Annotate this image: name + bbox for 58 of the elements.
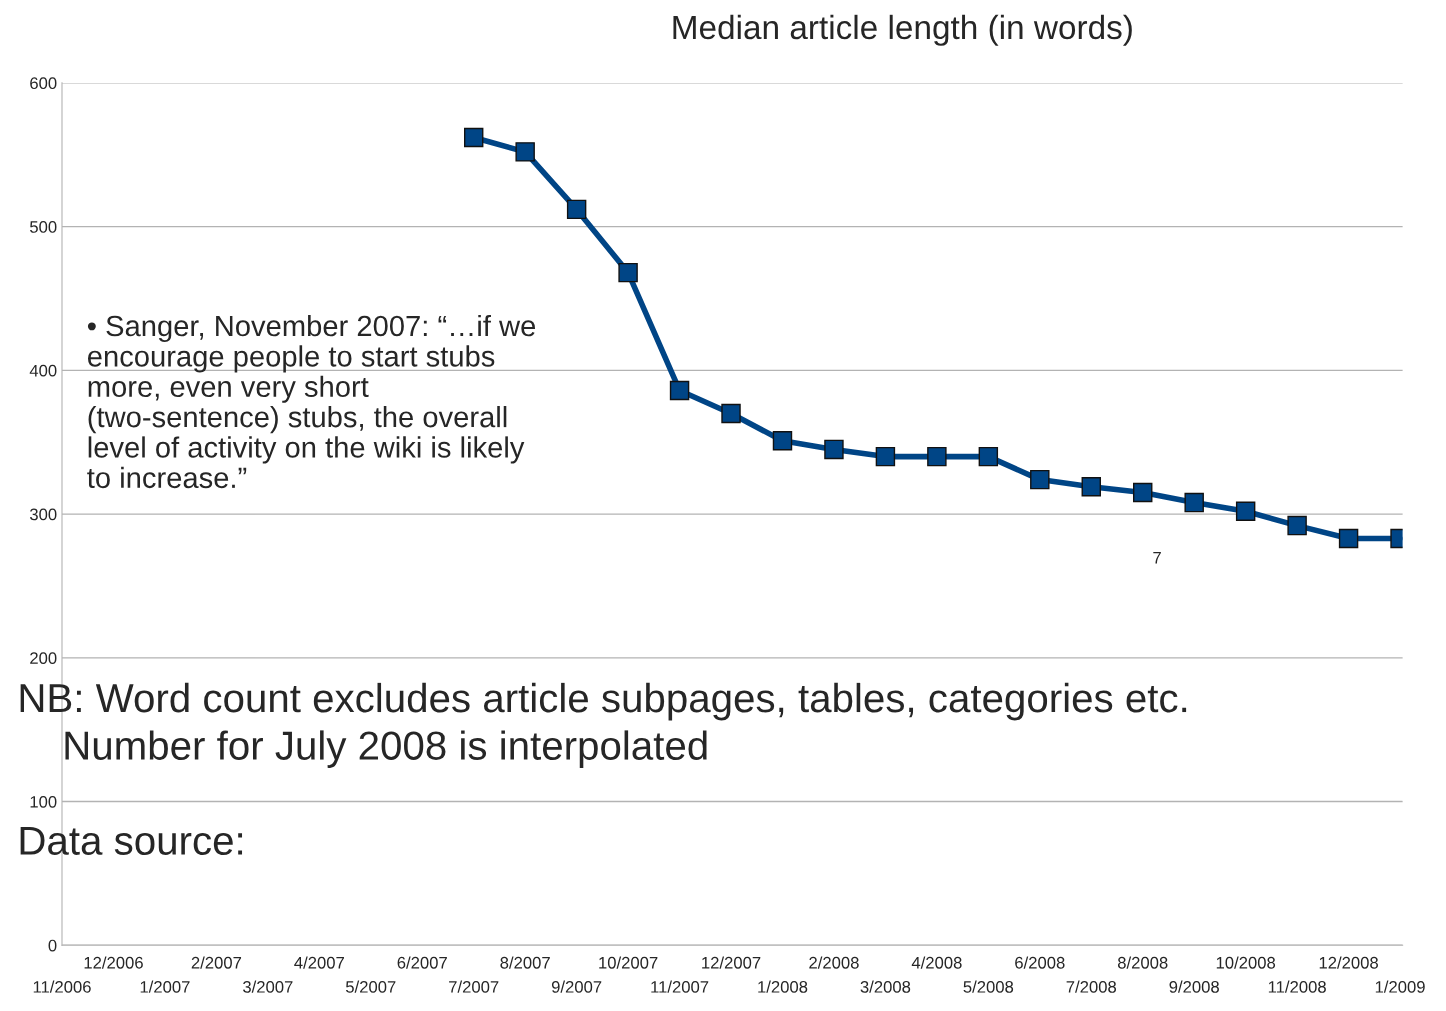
chart-title: Median article length (in words) (673, 14, 1132, 46)
x-tick-label: 11/2007 (651, 980, 709, 993)
annotation: • Sanger, November 2007: “…if we encourage people to start stubs more, even very short (two-sentence) stubs, the overall level of activity on the wiki is likely to increase.” (87, 314, 536, 489)
y-tick-label: 300 (29, 508, 57, 521)
annotation: Data source: (20, 826, 243, 855)
x-tick-label: 8/2008 (1117, 956, 1168, 969)
y-tick-label: 100 (30, 795, 57, 808)
x-tick-label: 10/2008 (1216, 956, 1276, 969)
x-tick-label: 11/2006 (33, 980, 91, 993)
x-tick-label: 9/2007 (551, 980, 602, 993)
point (566, 199, 587, 220)
x-tick-label: 8/2007 (500, 956, 550, 969)
x-tick-label: 1/2008 (758, 980, 808, 993)
point (1287, 515, 1307, 536)
y-tick-label: 600 (30, 77, 57, 90)
annotation: Number for July 2008 is interpolated (65, 730, 707, 768)
point (721, 403, 741, 424)
point (824, 439, 844, 460)
annotation: 7 (1153, 551, 1161, 564)
x-tick-label: 7/2007 (449, 980, 499, 993)
x-tick-label: 3/2007 (243, 980, 293, 993)
point (1184, 492, 1204, 513)
point (1081, 477, 1101, 497)
point (618, 262, 638, 283)
x-tick-label: 2/2008 (809, 956, 859, 969)
x-tick-label: 2/2007 (191, 956, 242, 969)
y-tick-label: 400 (29, 364, 57, 377)
point (927, 446, 947, 467)
point (463, 127, 484, 148)
x-tick-label: 6/2008 (1015, 956, 1065, 969)
point (515, 142, 535, 162)
x-tick-label: 12/2007 (702, 956, 761, 969)
x-tick-label: 4/2007 (294, 956, 344, 969)
x-tick-label: 1/2007 (140, 980, 190, 993)
x-tick-label: 12/2006 (84, 956, 143, 969)
x-tick-label: 6/2007 (397, 956, 447, 969)
x-tick-label: 5/2008 (963, 980, 1014, 993)
point (669, 380, 690, 401)
point (1133, 482, 1153, 503)
x-tick-label: 4/2008 (911, 956, 962, 969)
x-tick-label: 5/2007 (345, 980, 396, 993)
x-tick-label: 1/2009 (1375, 980, 1425, 993)
y-tick-label: 200 (30, 652, 57, 665)
x-tick-label: 12/2008 (1319, 956, 1378, 969)
y-tick-label: 500 (30, 221, 57, 233)
x-tick-label: 10/2007 (599, 956, 658, 969)
x-tick-label: 11/2008 (1268, 980, 1326, 993)
x-tick-label: 9/2008 (1169, 980, 1219, 993)
point (1235, 501, 1256, 521)
y-tick-label: 0 (48, 939, 57, 952)
point (1030, 469, 1050, 490)
x-tick-label: 7/2008 (1066, 980, 1117, 993)
point (1338, 528, 1359, 549)
point (978, 446, 999, 467)
annotation: NB: Word count excludes article subpages, tables, categories etc. (20, 682, 1187, 721)
x-tick-label: 3/2008 (860, 980, 911, 993)
point (875, 446, 896, 467)
point (772, 431, 793, 451)
